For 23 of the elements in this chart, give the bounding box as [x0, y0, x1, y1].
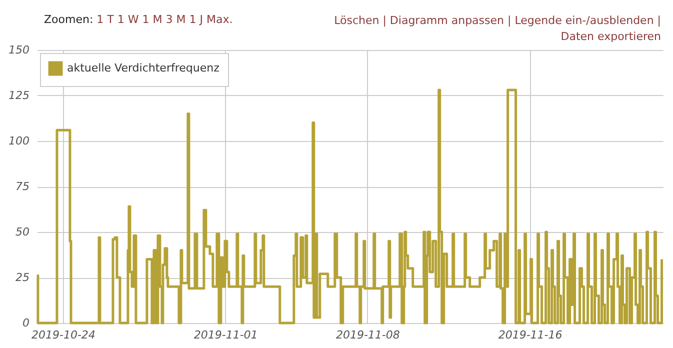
y-tick-label: 0 [22, 316, 30, 330]
x-tick-label: 2019-11-16 [498, 328, 562, 342]
text: Max. [206, 13, 233, 26]
text: 1 T [96, 13, 114, 26]
x-tick-label: 2019-11-08 [336, 328, 400, 342]
y-tick-label: 25 [16, 271, 30, 284]
text: 1 J [189, 13, 203, 26]
y-tick-label: 75 [16, 180, 30, 193]
legend-label: aktuelle Verdichterfrequenz [67, 62, 220, 74]
y-tick-label: 100 [8, 134, 30, 148]
text: Zoomen: [44, 13, 94, 26]
y-tick-label: 50 [16, 226, 30, 238]
text: Löschen | [334, 14, 386, 27]
text: 1 M [142, 13, 162, 26]
text: Diagramm anpassen | [390, 14, 512, 27]
x-tick-label: 2019-10-24 [31, 328, 96, 342]
text: 3 M [166, 13, 186, 26]
y-tick-label: 150 [8, 44, 30, 56]
text: Legende ein-/ausblenden | [514, 14, 661, 27]
text: Daten exportieren [560, 30, 661, 43]
x-tick-label: 2019-11-01 [194, 328, 258, 342]
text: 1 W [117, 13, 139, 26]
y-tick-label: 125 [8, 89, 30, 102]
